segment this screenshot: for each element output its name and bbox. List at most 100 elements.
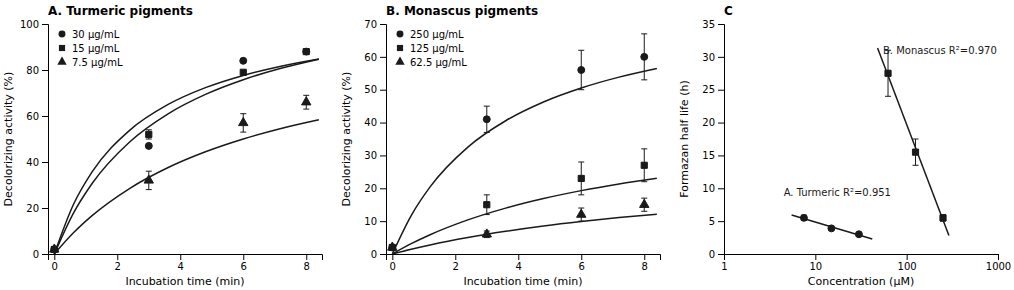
x-axis-title: Incubation time (min)	[463, 275, 582, 288]
error-bar	[641, 149, 647, 182]
point	[240, 69, 246, 75]
point	[912, 149, 918, 155]
legend-label: 30 μg/mL	[72, 29, 120, 40]
fit-line	[392, 178, 657, 254]
legend-symbol	[59, 45, 65, 51]
tick-label: 0	[390, 261, 396, 272]
axis-line	[42, 25, 49, 255]
tick: 35	[702, 19, 724, 30]
legend-entry: 125 μg/mL	[397, 43, 464, 54]
tick-label: 20	[364, 183, 377, 194]
legend-symbol	[59, 31, 66, 38]
tick: 2	[115, 254, 121, 272]
tick: 40	[364, 117, 386, 128]
point	[828, 225, 835, 232]
tick-mark	[644, 254, 645, 260]
tick-mark	[718, 254, 724, 255]
legend-label: 15 μg/mL	[72, 43, 120, 54]
tick-mark	[380, 254, 386, 255]
x-axis-title: Concentration (μM)	[808, 275, 914, 288]
tick: 10	[702, 183, 724, 194]
fit-line	[54, 59, 319, 254]
point	[578, 67, 585, 74]
point	[145, 142, 152, 149]
point	[940, 215, 946, 221]
tick-mark	[42, 24, 48, 25]
tick: 100	[20, 19, 48, 30]
error-bar	[578, 50, 584, 89]
tick-label: 1000	[986, 261, 1011, 272]
tick: 0	[33, 249, 48, 260]
tick: 0	[52, 254, 58, 272]
tick: 4	[516, 254, 522, 272]
point	[641, 53, 648, 60]
tick-mark	[243, 254, 244, 260]
tick-mark	[380, 24, 386, 25]
tick-mark	[392, 254, 393, 260]
tick-mark	[998, 254, 999, 260]
legend-label: 250 μg/mL	[410, 29, 464, 40]
x-axis: 02468	[49, 254, 323, 272]
tick-mark	[380, 123, 386, 124]
point	[855, 231, 862, 238]
tick-mark	[455, 254, 456, 260]
point	[577, 209, 586, 217]
panel: 110100100005101520253035CConcentration (…	[678, 4, 1011, 288]
tick: 10	[809, 254, 822, 272]
point	[146, 131, 152, 137]
annotation: B. Monascus R²=0.970	[883, 45, 997, 56]
tick-mark	[518, 254, 519, 260]
tick-mark	[380, 90, 386, 91]
error-bar	[484, 106, 490, 132]
tick-label: 0	[709, 249, 715, 260]
fit-line	[54, 120, 319, 254]
title: B. Monascus pigments	[386, 4, 538, 18]
tick-label: 40	[26, 157, 39, 168]
legend-label: 125 μg/mL	[410, 43, 464, 54]
tick-mark	[180, 254, 181, 260]
y-axis: 010203040506070	[364, 19, 386, 260]
tick: 20	[364, 183, 386, 194]
tick: 6	[579, 254, 585, 272]
legend-label: 7.5 μg/mL	[72, 57, 123, 68]
fit-line	[392, 214, 657, 254]
x-axis: 1 10 100 1000	[721, 254, 1011, 272]
tick-label: 0	[52, 261, 58, 272]
point	[388, 242, 397, 250]
tick-label: 10	[702, 183, 715, 194]
tick-label: 8	[642, 261, 648, 272]
point	[482, 229, 491, 237]
error-bar	[578, 162, 584, 195]
point	[50, 244, 59, 252]
tick-mark	[117, 254, 118, 260]
tick: 5	[709, 216, 724, 227]
legend-entry: 30 μg/mL	[59, 29, 120, 40]
tick-mark	[907, 254, 908, 260]
tick-mark	[380, 188, 386, 189]
tick: 60	[364, 52, 386, 63]
tick-mark	[718, 24, 724, 25]
tick-label: 1	[721, 261, 727, 272]
tick-label: 100	[898, 261, 917, 272]
legend-entry: 62.5 μg/mL	[395, 57, 467, 68]
tick: 60	[26, 111, 48, 122]
tick-label: 80	[26, 65, 39, 76]
point	[239, 117, 248, 125]
fit-line	[392, 68, 657, 254]
tick: 25	[702, 84, 724, 95]
tick-label: 30	[364, 150, 377, 161]
tick-label: 0	[371, 249, 377, 260]
tick-label: 10	[364, 216, 377, 227]
point	[640, 199, 649, 207]
tick-mark	[718, 155, 724, 156]
y-axis-title: Decolorizing activity (%)	[2, 72, 15, 207]
point	[303, 49, 309, 55]
legend: 30 μg/mL 15 μg/mL 7.5 μg/mL	[57, 29, 123, 68]
legend-symbol	[397, 45, 403, 51]
tick-mark	[718, 188, 724, 189]
tick: 1000	[986, 254, 1011, 272]
point	[800, 214, 807, 221]
axis-line	[380, 25, 387, 255]
tick: 2	[453, 254, 459, 272]
legend-entry: 15 μg/mL	[59, 43, 120, 54]
